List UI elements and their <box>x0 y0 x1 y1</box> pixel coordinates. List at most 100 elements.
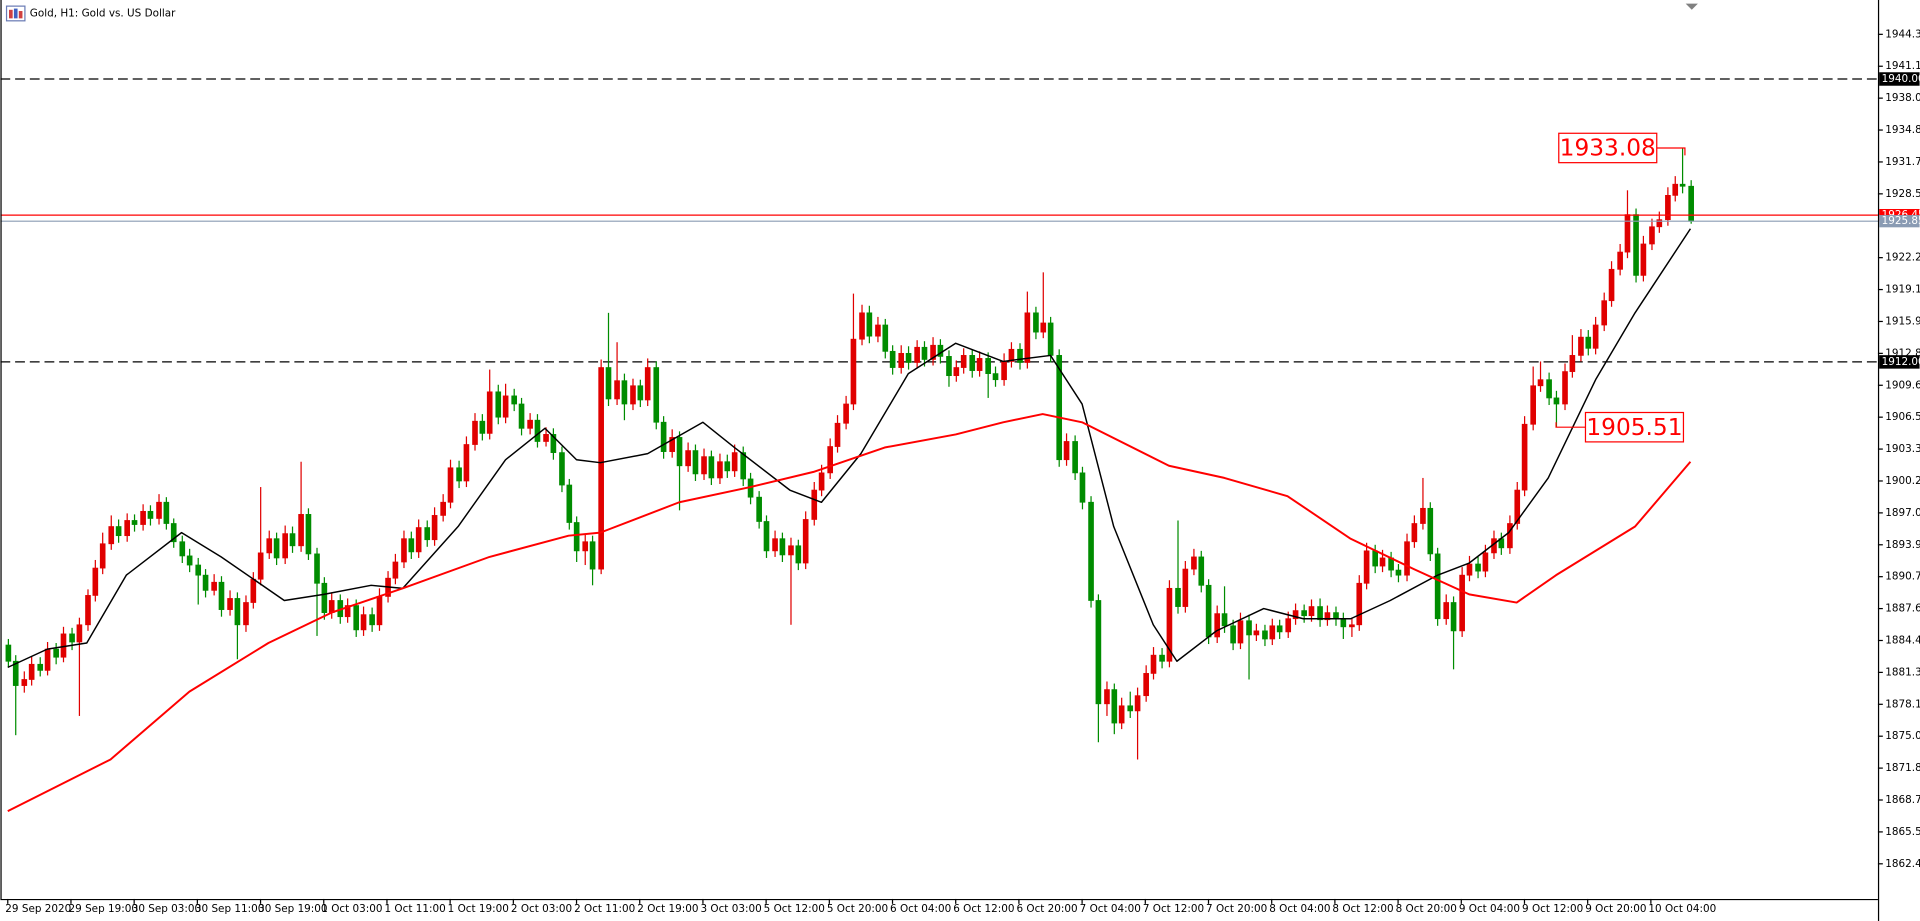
x-tick-label: 30 Sep 03:00 <box>132 903 201 915</box>
candle-body <box>186 555 193 566</box>
candle-body <box>5 644 12 662</box>
candle-body <box>1127 705 1134 712</box>
candle-body <box>21 679 28 686</box>
y-tick-label: 1884.45 <box>1885 634 1920 646</box>
candle-body <box>1443 602 1450 620</box>
x-tick-label: 10 Oct 04:00 <box>1648 903 1716 915</box>
candle-body <box>1608 268 1615 302</box>
candle-body <box>1592 324 1599 349</box>
level-label: 1912.00 <box>1882 356 1920 368</box>
y-tick-label: 1893.90 <box>1885 539 1920 551</box>
candle-body <box>369 614 375 626</box>
candle-body <box>424 527 431 541</box>
candle-body <box>250 578 257 603</box>
y-tick-label: 1865.55 <box>1885 826 1920 838</box>
annotation-connector <box>1656 147 1686 156</box>
candle-body <box>685 450 691 467</box>
candle-body <box>1214 613 1221 638</box>
candle-body <box>99 543 106 569</box>
candle-body <box>772 538 778 552</box>
candle-body <box>1688 185 1694 222</box>
candle-body <box>1395 569 1402 576</box>
candle-body <box>1230 625 1236 644</box>
candle-body <box>131 520 138 525</box>
candle-body <box>1530 385 1536 425</box>
y-tick-label: 1941.15 <box>1885 60 1920 72</box>
candle-body <box>692 450 699 475</box>
candle-body <box>1017 348 1023 363</box>
candle-body <box>960 355 967 368</box>
candle-body <box>211 581 217 591</box>
candle-body <box>1063 441 1070 461</box>
candle-body <box>76 624 83 643</box>
y-tick-label: 1906.50 <box>1885 411 1920 423</box>
candle-body <box>889 350 896 368</box>
candle-body <box>1649 226 1655 245</box>
candle-body <box>582 541 589 552</box>
x-tick-label: 1 Oct 11:00 <box>384 903 445 915</box>
candle-body <box>1317 606 1323 621</box>
candle-body <box>630 385 636 405</box>
y-tick-label: 1934.85 <box>1885 124 1920 136</box>
candle-body <box>298 514 304 547</box>
candle-body <box>976 358 983 371</box>
moving-average <box>7 413 1692 813</box>
annotation-box <box>1558 132 1658 164</box>
candle-body <box>1679 183 1686 187</box>
candle-body <box>1420 507 1426 524</box>
candle-body <box>1553 397 1560 405</box>
candle-body <box>898 352 905 368</box>
y-tick-label: 1922.25 <box>1885 252 1920 264</box>
candle-body <box>1301 610 1307 617</box>
candle-body <box>12 660 19 686</box>
candle-body <box>69 633 75 643</box>
candle-body <box>1182 568 1189 607</box>
candle-body <box>257 552 264 580</box>
candle-body <box>511 395 518 405</box>
candle-body <box>479 420 486 434</box>
candle-body <box>1356 582 1363 626</box>
candle-body <box>321 582 328 614</box>
candle-body <box>218 581 225 610</box>
candle-body <box>882 324 889 352</box>
candle-body <box>1482 552 1489 572</box>
candle-body <box>1324 612 1331 621</box>
candle-body <box>44 648 51 671</box>
x-tick-label: 7 Oct 12:00 <box>1143 903 1204 915</box>
candle-body <box>1434 553 1441 620</box>
candle-body <box>140 510 146 525</box>
candle-body <box>756 496 762 522</box>
y-tick-label: 1928.55 <box>1885 188 1920 200</box>
candle-body <box>472 420 478 445</box>
candle-body <box>550 434 557 453</box>
y-tick-label: 1915.95 <box>1885 315 1920 327</box>
x-tick-label: 8 Oct 20:00 <box>1396 903 1457 915</box>
candle-body <box>818 472 825 491</box>
candle-body <box>850 338 857 405</box>
candle-body <box>1269 625 1276 640</box>
candle-body <box>779 538 786 556</box>
candle-body <box>1191 556 1197 570</box>
x-tick-label: 6 Oct 04:00 <box>890 903 951 915</box>
candle-body <box>1450 602 1457 632</box>
candle-body <box>1024 312 1031 363</box>
candle-body <box>527 419 533 429</box>
candle-body <box>1349 624 1355 628</box>
candle-body <box>431 515 438 541</box>
candle-body <box>953 367 960 377</box>
candle-body <box>1633 214 1639 276</box>
candle-body <box>1514 489 1521 524</box>
candle-body <box>875 324 881 337</box>
candle-body <box>573 522 580 552</box>
y-tick-label: 1875.00 <box>1885 730 1920 742</box>
candle-body <box>621 380 628 405</box>
x-tick-label: 8 Oct 04:00 <box>1269 903 1330 915</box>
candle-body <box>1624 214 1631 253</box>
candle-body <box>1150 654 1157 674</box>
candle-body <box>811 489 818 520</box>
icon-bar <box>13 8 18 19</box>
x-tick-label: 5 Oct 20:00 <box>827 903 888 915</box>
candle-body <box>1617 251 1623 270</box>
candle-body <box>289 533 296 547</box>
candle-body <box>447 467 454 503</box>
